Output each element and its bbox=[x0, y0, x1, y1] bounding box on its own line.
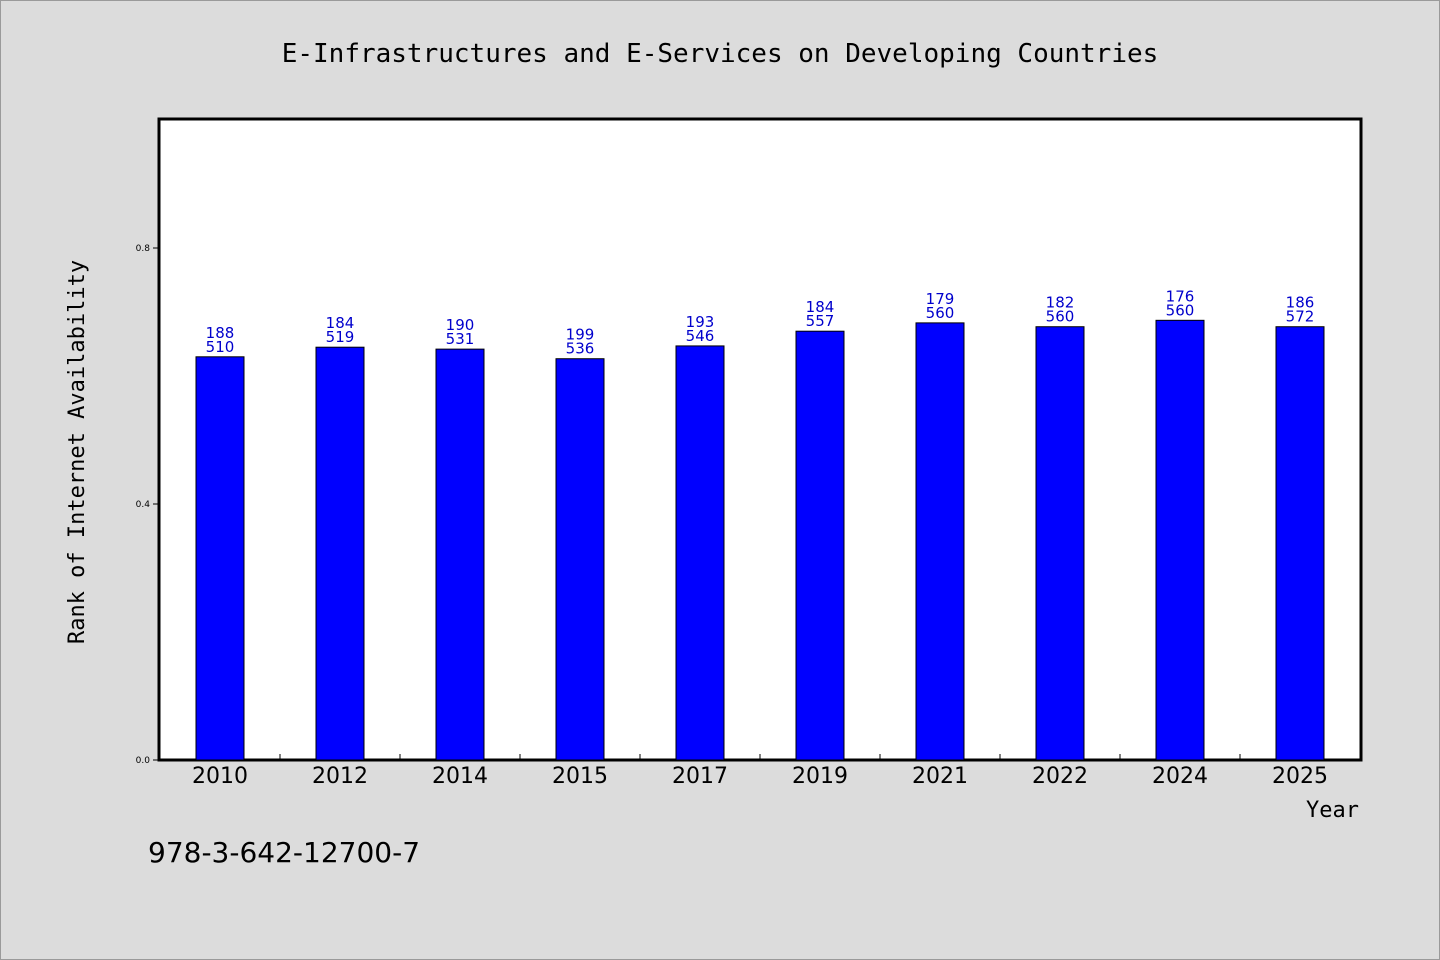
x-tick-label-2024: 2024 bbox=[1152, 764, 1208, 789]
x-tick-label-2010: 2010 bbox=[192, 764, 248, 789]
bar-2014 bbox=[435, 348, 485, 761]
x-axis-label: Year bbox=[1306, 798, 1359, 823]
bar-2021 bbox=[915, 322, 965, 761]
x-tick-label-2012: 2012 bbox=[312, 764, 368, 789]
x-axis-ticks: 2010 2012 2014 2015 2017 2019 2021 2022 2024 2025 bbox=[192, 754, 1328, 789]
bar-label-top-2022: 182 bbox=[1046, 294, 1075, 312]
isbn-footer: 978-3-642-12700-7 bbox=[148, 836, 420, 869]
bar-label-bottom-2021: 560 bbox=[926, 304, 955, 322]
bar-2025 bbox=[1275, 326, 1325, 761]
x-tick-label-2019: 2019 bbox=[792, 764, 848, 789]
bar-2010 bbox=[195, 356, 245, 761]
bar-2017 bbox=[675, 345, 725, 761]
y-tick-label-0.4: 0.4 bbox=[136, 500, 151, 510]
bar-label-bottom-2012: 519 bbox=[326, 328, 355, 346]
y-axis-ticks: 0.0 0.4 0.8 bbox=[136, 244, 160, 766]
x-tick-label-2015: 2015 bbox=[552, 764, 608, 789]
bar-2015 bbox=[555, 358, 605, 761]
bar-2022 bbox=[1035, 326, 1085, 761]
y-axis-label: Rank of Internet Availability bbox=[65, 260, 90, 644]
x-tick-label-2022: 2022 bbox=[1032, 764, 1088, 789]
bar-label-bottom-2019: 557 bbox=[806, 312, 835, 330]
bar-label-top-2021: 179 bbox=[926, 290, 955, 308]
bar-label-top-2017: 193 bbox=[686, 313, 715, 331]
chart-title: E-Infrastructures and E-Services on Deve… bbox=[282, 39, 1159, 69]
bar-label-bottom-2022: 560 bbox=[1046, 308, 1075, 326]
bar-label-top-2015: 199 bbox=[566, 326, 595, 344]
bar-label-bottom-2017: 546 bbox=[686, 327, 715, 345]
bar-label-top-2010: 188 bbox=[206, 324, 235, 342]
x-tick-label-2025: 2025 bbox=[1272, 764, 1328, 789]
bar-label-bottom-2015: 536 bbox=[566, 340, 595, 358]
x-tick-label-2017: 2017 bbox=[672, 764, 728, 789]
bar-label-bottom-2024: 560 bbox=[1166, 301, 1195, 319]
bar-label-top-2012: 184 bbox=[326, 314, 355, 332]
bar-label-top-2019: 184 bbox=[806, 298, 835, 316]
y-tick-label-0.0: 0.0 bbox=[136, 756, 151, 766]
x-tick-label-2021: 2021 bbox=[912, 764, 968, 789]
bars-group bbox=[195, 319, 1325, 761]
bar-label-top-2025: 186 bbox=[1286, 294, 1315, 312]
bar-label-bottom-2014: 531 bbox=[446, 330, 475, 348]
bar-label-top-2024: 176 bbox=[1166, 287, 1195, 305]
y-tick-label-0.8: 0.8 bbox=[136, 244, 151, 254]
bar-label-bottom-2010: 510 bbox=[206, 338, 235, 356]
bar-label-top-2014: 190 bbox=[446, 316, 475, 334]
bar-2024 bbox=[1155, 319, 1205, 761]
bar-2019 bbox=[795, 330, 845, 761]
x-tick-label-2014: 2014 bbox=[432, 764, 488, 789]
bar-2012 bbox=[315, 346, 365, 761]
bar-label-bottom-2025: 572 bbox=[1286, 308, 1315, 326]
